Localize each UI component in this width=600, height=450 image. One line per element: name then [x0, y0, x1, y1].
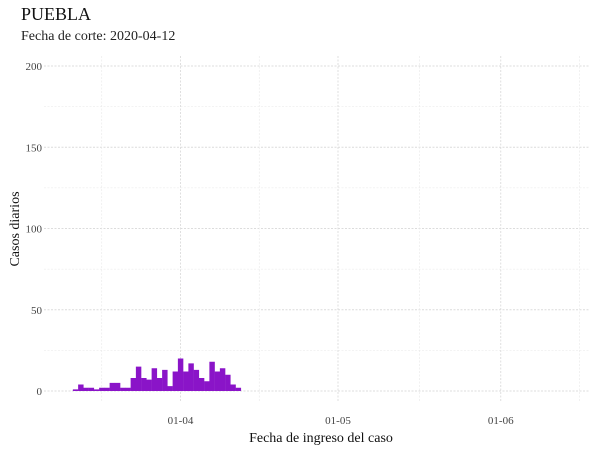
y-tick-label: 100	[26, 224, 43, 236]
y-tick-label: 150	[26, 142, 43, 154]
chart-subtitle: Fecha de corte: 2020-04-12	[21, 29, 176, 44]
bar	[120, 387, 126, 391]
bar	[188, 363, 194, 391]
y-axis-label: Casos diarios	[8, 191, 23, 266]
bar	[130, 378, 137, 391]
bar	[93, 389, 100, 391]
y-tick-label: 0	[37, 386, 43, 398]
y-tick-labels: 0 50 100 150 200	[26, 61, 43, 398]
bar	[214, 371, 221, 391]
grid	[44, 56, 590, 402]
x-tick-label: 01-05	[325, 415, 351, 427]
bar	[104, 387, 110, 391]
bar	[156, 378, 163, 391]
bar	[235, 387, 242, 391]
bar	[125, 387, 131, 391]
bar	[219, 368, 226, 391]
bar	[109, 382, 116, 391]
x-axis-label: Fecha de ingreso del caso	[249, 431, 393, 446]
bar	[204, 381, 210, 391]
y-tick-label: 50	[31, 305, 43, 317]
bar	[99, 387, 105, 391]
bar	[230, 384, 236, 391]
bar	[141, 378, 147, 391]
bar	[83, 387, 89, 391]
bar	[162, 369, 168, 391]
x-tick-label: 01-04	[168, 415, 194, 427]
bar	[146, 379, 152, 391]
x-tick-labels: 01-04 01-05 01-06	[168, 415, 514, 427]
bar	[193, 369, 200, 391]
bar	[135, 366, 142, 391]
bar	[225, 374, 231, 391]
bar	[183, 371, 189, 391]
bar	[198, 378, 205, 391]
y-tick-label: 200	[26, 61, 43, 73]
bar	[151, 368, 158, 391]
bar	[167, 386, 173, 391]
bar	[172, 371, 179, 391]
bar	[72, 389, 79, 391]
bar	[78, 384, 84, 391]
bar	[114, 382, 121, 391]
bars	[72, 358, 242, 391]
chart-title: PUEBLA	[21, 4, 92, 24]
bar	[177, 358, 184, 391]
bar	[88, 387, 95, 391]
x-tick-label: 01-06	[488, 415, 514, 427]
bar	[209, 361, 215, 391]
